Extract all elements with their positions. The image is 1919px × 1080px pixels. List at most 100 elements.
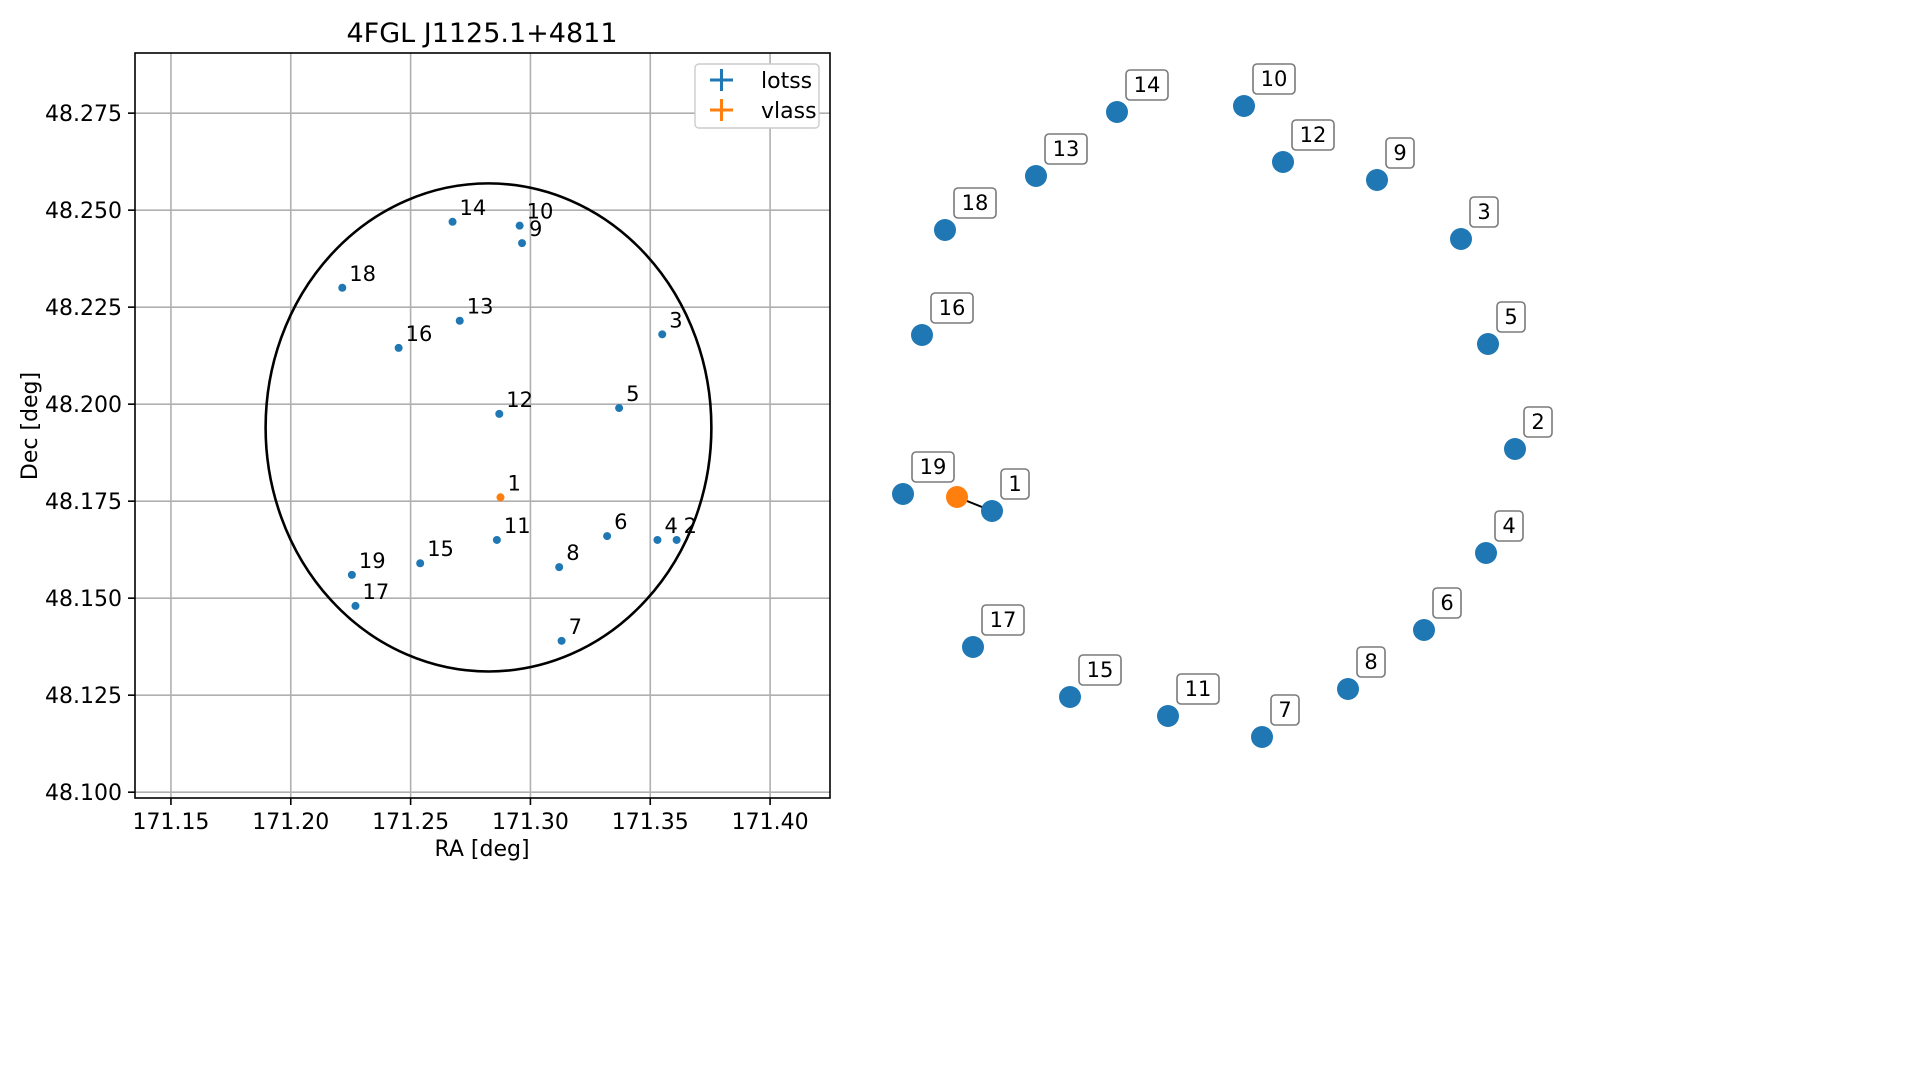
- node-label-13: 13: [1053, 137, 1080, 161]
- node-label-18: 18: [962, 191, 989, 215]
- node-label-9: 9: [1393, 141, 1406, 165]
- point-lotss-18: [338, 283, 347, 292]
- node-label-5: 5: [1504, 305, 1517, 329]
- node-1: [981, 500, 1003, 522]
- node-12: [1272, 151, 1294, 173]
- node-label-box-8: [1356, 646, 1386, 678]
- node-8: [1337, 678, 1359, 700]
- node-label-12: 12: [1300, 123, 1327, 147]
- node-3: [1450, 228, 1472, 250]
- point-lotss-15: [416, 559, 425, 568]
- y-tick-label: 48.275: [45, 102, 122, 127]
- point-lotss-16: [394, 343, 403, 352]
- point-lotss-3: [658, 330, 667, 339]
- point-lotss-11: [492, 535, 501, 544]
- point-label-5: 5: [626, 382, 639, 406]
- y-tick-label: 48.100: [45, 781, 122, 806]
- point-label-19: 19: [359, 549, 386, 573]
- point-lotss-5: [615, 404, 624, 413]
- x-tick-label: 171.20: [252, 810, 329, 835]
- node-label-16: 16: [939, 296, 966, 320]
- grid-lines: [135, 53, 830, 798]
- plot-title: 4FGL J1125.1+4811: [346, 18, 617, 49]
- node-label-17: 17: [990, 608, 1017, 632]
- node-label-box-7: [1270, 694, 1300, 726]
- point-label-4: 4: [664, 514, 677, 538]
- confidence-ellipse: [264, 182, 713, 673]
- point-lotss-4: [653, 535, 662, 544]
- point-label-1: 1: [507, 471, 520, 495]
- point-label-10: 10: [527, 200, 554, 224]
- point-lotss-10: [515, 221, 524, 230]
- point-label-15: 15: [427, 537, 454, 561]
- point-label-18: 18: [349, 262, 376, 286]
- node-16: [911, 324, 933, 346]
- node-4: [1475, 542, 1497, 564]
- data-points: 2 3 4 5 6 7 8 910 11 12 13 14 15 16 17 18 19 1: [338, 196, 697, 645]
- point-lotss-7: [557, 636, 566, 645]
- node-label-box-14: [1125, 69, 1169, 101]
- node-label-4: 4: [1502, 514, 1515, 538]
- y-tick-label: 48.125: [45, 684, 122, 709]
- node-18: [934, 219, 956, 241]
- node-label-box-9: [1385, 137, 1415, 169]
- node-label-box-5: [1496, 301, 1526, 333]
- node-label-15: 15: [1087, 658, 1114, 682]
- point-label-9: 9: [529, 217, 542, 241]
- node-5: [1477, 333, 1499, 355]
- y-tick-label: 48.225: [45, 296, 122, 321]
- node-label-6: 6: [1440, 591, 1453, 615]
- x-tick-label: 171.30: [492, 810, 569, 835]
- point-lotss-9: [518, 239, 527, 248]
- node-9: [1366, 169, 1388, 191]
- plot-frame: [134, 52, 831, 799]
- legend-entry-lotss: lotss: [710, 69, 812, 94]
- node-label-box-4: [1494, 510, 1524, 542]
- point-lotss-12: [495, 409, 504, 418]
- point-label-16: 16: [406, 322, 433, 346]
- node-10: [1233, 95, 1255, 117]
- point-label-11: 11: [504, 514, 531, 538]
- node-label-8: 8: [1364, 650, 1377, 674]
- left-scatter-plot: 4FGL J1125.1+4811 2 3 4 5 6 7 8 910 11 12 13 14 15 16…: [18, 18, 831, 862]
- point-label-6: 6: [614, 510, 627, 534]
- node-7: [1251, 726, 1273, 748]
- point-label-12: 12: [506, 388, 533, 412]
- node-vlass: [946, 486, 968, 508]
- localization-ellipse: [264, 182, 713, 673]
- node-15: [1059, 686, 1081, 708]
- legend-label-vlass: vlass: [761, 99, 817, 124]
- point-label-8: 8: [566, 541, 579, 565]
- point-lotss-14: [448, 217, 457, 226]
- point-label-3: 3: [669, 308, 682, 332]
- point-lotss-19: [347, 570, 356, 579]
- x-tick-label: 171.35: [612, 810, 689, 835]
- node-label-3: 3: [1477, 200, 1490, 224]
- node-19: [892, 483, 914, 505]
- x-axis-label: RA [deg]: [434, 837, 529, 862]
- node-label-box-19: [911, 451, 955, 483]
- node-label-box-13: [1044, 133, 1088, 165]
- node-label-box-12: [1291, 119, 1335, 151]
- node-label-box-11: [1176, 673, 1220, 705]
- node-13: [1025, 165, 1047, 187]
- y-tick-label: 48.200: [45, 393, 122, 418]
- node-label-box-15: [1078, 654, 1122, 686]
- point-label-2: 2: [684, 514, 697, 538]
- y-tick-label: 48.250: [45, 199, 122, 224]
- node-label-box-18: [953, 187, 997, 219]
- node-label-box-1: [1000, 468, 1030, 500]
- x-tick-label: 171.40: [732, 810, 809, 835]
- node-label-box-3: [1469, 196, 1499, 228]
- point-label-17: 17: [362, 580, 389, 604]
- node-label-box-6: [1432, 587, 1462, 619]
- axis-ticks: 171.15 171.20 171.25 171.30 171.35 171.40 48.1…: [45, 102, 809, 835]
- node-6: [1413, 619, 1435, 641]
- legend-entry-vlass: vlass: [710, 99, 817, 124]
- point-vlass-1: [496, 493, 505, 502]
- node-label-box-16: [930, 292, 974, 324]
- y-axis-label: Dec [deg]: [18, 372, 43, 480]
